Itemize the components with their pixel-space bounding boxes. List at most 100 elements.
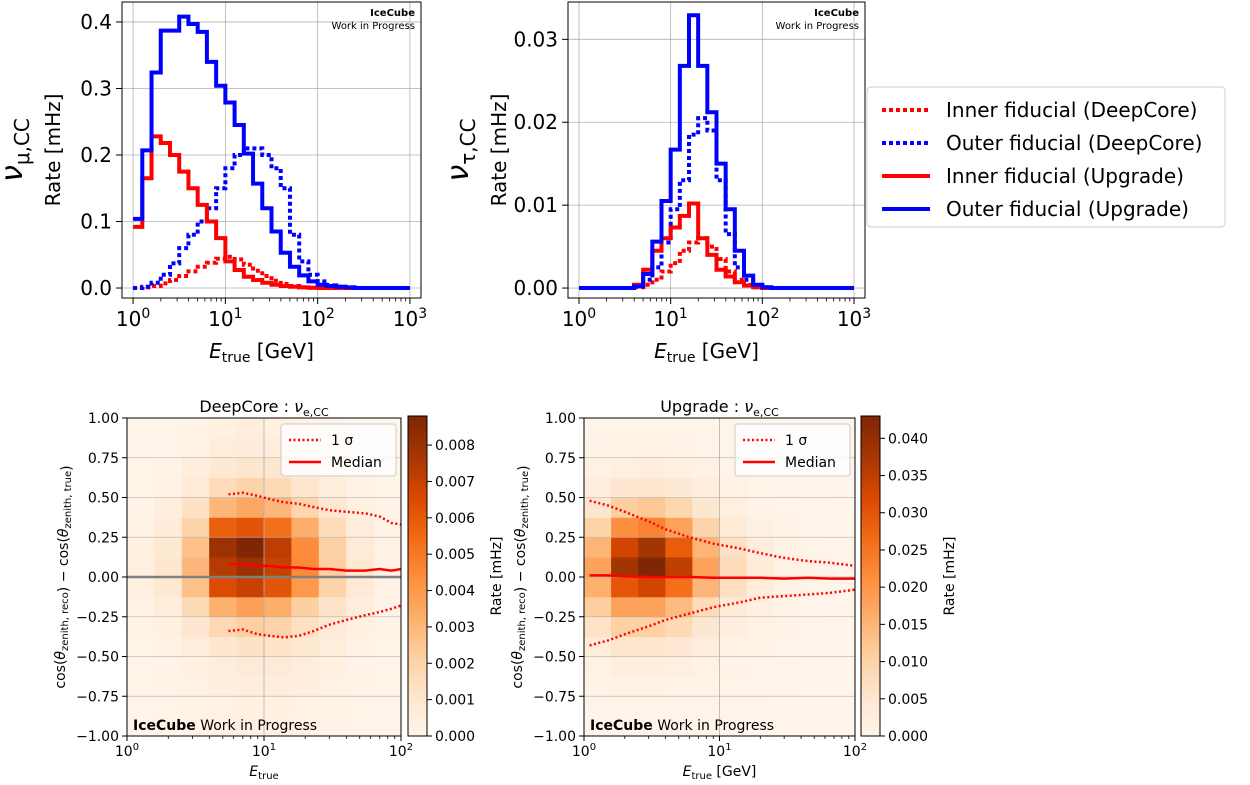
y-tick-label: 0.01 xyxy=(513,193,558,217)
colorbar-band xyxy=(408,490,427,497)
heatmap-cell xyxy=(773,577,802,598)
heatmap-cell xyxy=(236,477,265,498)
heatmap-cell xyxy=(209,636,238,657)
heatmap-cell xyxy=(584,716,612,737)
colorbar-band xyxy=(408,608,427,614)
plot-frame xyxy=(567,1,866,299)
heatmap-cell xyxy=(692,477,720,498)
heatmap-cell xyxy=(719,596,748,618)
heatmap-cell xyxy=(638,676,666,697)
heatmap-cell xyxy=(665,537,693,558)
heatmap-cell xyxy=(236,616,265,638)
colorbar-band xyxy=(861,458,880,465)
colorbar-band xyxy=(861,421,880,428)
colorbar-band xyxy=(408,432,427,438)
heatmap-cell xyxy=(154,716,183,737)
heatmap-cell xyxy=(291,477,320,498)
colorbar-band xyxy=(408,682,427,689)
x-tick-label: 100 xyxy=(562,306,596,331)
colorbar-band xyxy=(861,480,880,486)
heatmap-cell xyxy=(373,616,402,638)
heatmap-cell xyxy=(584,557,612,578)
colorbar-band xyxy=(408,474,427,481)
colorbar-band xyxy=(408,725,427,732)
heatmap-cell xyxy=(584,537,612,558)
heatmap-cell xyxy=(584,676,612,697)
colorbar: 0.000 0.005 0.010 0.015 0.020 0.025 0.030 0.035… xyxy=(860,415,958,745)
colorbar-band xyxy=(408,533,427,540)
heatmap-cell xyxy=(264,716,292,737)
heatmap-cell xyxy=(346,477,375,498)
heatmap-cell xyxy=(638,437,666,459)
colorbar-band xyxy=(408,485,427,492)
colorbar-band xyxy=(408,554,427,561)
heatmap-cell xyxy=(746,636,775,657)
heatmap-cell xyxy=(291,716,320,737)
legend-frame xyxy=(866,86,1226,228)
heatmap-cell xyxy=(692,656,720,677)
heatmap-cell xyxy=(719,656,748,677)
colorbar-band xyxy=(861,682,880,689)
heatmap-cell xyxy=(209,596,238,618)
heatmap-cell xyxy=(719,716,748,737)
colorbar-band xyxy=(408,720,427,726)
heatmap-cell xyxy=(127,656,155,677)
heatmap-cell xyxy=(692,557,720,578)
heatmap-cell xyxy=(746,537,775,558)
colorbar-band xyxy=(861,538,880,545)
heatmap-title: DeepCore : νe,CC xyxy=(199,397,329,419)
heatmap-cell xyxy=(800,596,829,618)
heatmap-cell xyxy=(827,656,856,677)
x-tick-label: 101 xyxy=(208,306,242,331)
heatmap-cell xyxy=(291,497,320,518)
heatmap-cell xyxy=(665,457,693,479)
heatmap-cell xyxy=(236,418,265,439)
heatmap-cell xyxy=(611,577,639,598)
colorbar-band xyxy=(861,592,880,598)
heatmap-cell xyxy=(373,537,402,558)
heatmap-cell xyxy=(800,636,829,657)
colorbar-band xyxy=(861,629,880,636)
heatmap-cell xyxy=(154,517,183,538)
heatmap-cell xyxy=(236,577,265,598)
heatmap-cell xyxy=(264,517,292,538)
heatmap-cell xyxy=(665,616,693,638)
heatmap-cell xyxy=(181,656,210,677)
series-line xyxy=(579,201,854,291)
colorbar-label: Rate [mHz] xyxy=(489,537,505,616)
x-tick-label: 101 xyxy=(252,742,276,760)
colorbar-band xyxy=(861,677,880,684)
colorbar-band xyxy=(861,581,880,588)
heatmap-cell xyxy=(719,676,748,697)
heatmap-cell xyxy=(154,636,183,657)
colorbar-band xyxy=(408,480,427,486)
x-tick-label: 102 xyxy=(389,742,413,760)
colorbar-band xyxy=(408,629,427,636)
heatmap-cell xyxy=(127,676,155,697)
flavor-label: ντ,CC xyxy=(441,118,480,181)
colorbar-frame xyxy=(407,415,428,737)
colorbar-band xyxy=(861,634,880,641)
sigma-band-line xyxy=(589,588,855,647)
heatmap-cell xyxy=(264,616,292,638)
heatmap-cell xyxy=(773,497,802,518)
watermark-icecube: IceCube xyxy=(370,8,415,19)
heatmap-cell xyxy=(800,616,829,638)
heatmap-cell xyxy=(746,477,775,498)
colorbar-band xyxy=(408,549,427,556)
heatmap-cell xyxy=(209,537,238,558)
heatmap-cell xyxy=(665,656,693,677)
colorbar-band xyxy=(861,464,880,470)
heatmap-cell xyxy=(154,557,183,578)
heatmap-cell xyxy=(291,517,320,538)
flavor-label: νμ,CC xyxy=(0,118,34,182)
heatmap-cell xyxy=(346,676,375,697)
heatmap-cell xyxy=(181,418,210,439)
colorbar-band xyxy=(861,469,880,476)
colorbar-band xyxy=(861,576,880,582)
colorbar-band xyxy=(861,416,880,422)
sigma-band-line xyxy=(228,604,401,639)
heatmap-cell xyxy=(127,636,155,657)
heatmap-cell xyxy=(638,537,666,558)
